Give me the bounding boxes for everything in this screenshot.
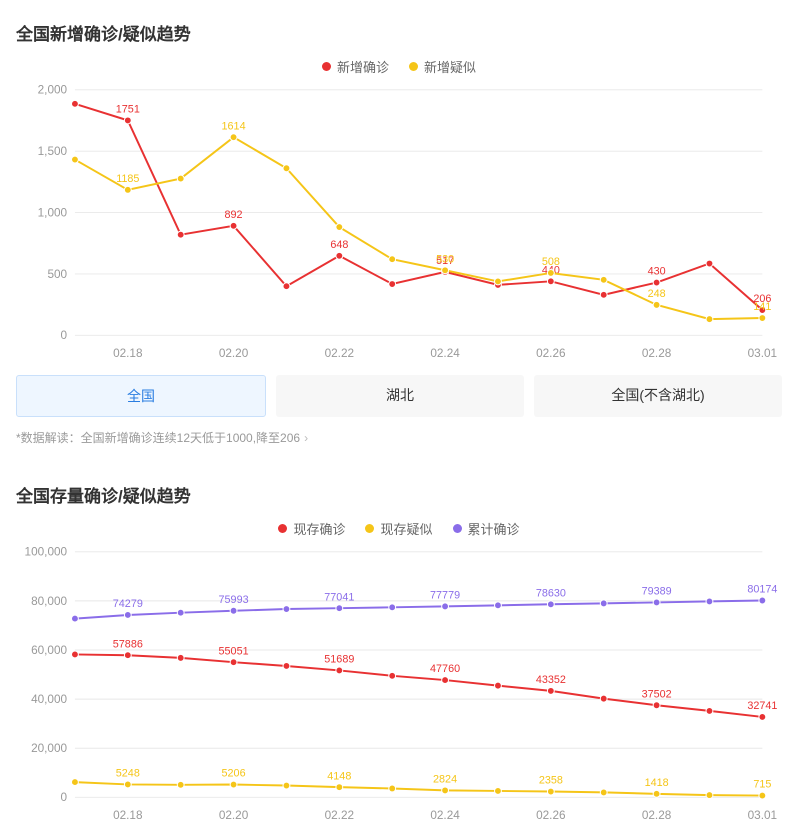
svg-text:2824: 2824 — [433, 773, 457, 785]
svg-text:1,500: 1,500 — [38, 145, 68, 158]
svg-text:74279: 74279 — [113, 598, 143, 610]
svg-text:2358: 2358 — [539, 774, 563, 786]
chart1-section: 全国新增确诊/疑似趋势 新增确诊 新增疑似 0 500 1,000 1,500 2,000… — [16, 20, 782, 446]
svg-text:5248: 5248 — [116, 767, 140, 779]
chart1-note-text: *数据解读：全国新增确诊连续12天低于1000,降至206 — [16, 431, 300, 445]
svg-text:0: 0 — [61, 791, 68, 804]
tab-2[interactable]: 全国(不含湖北) — [534, 375, 782, 417]
svg-text:51689: 51689 — [324, 653, 354, 665]
svg-text:892: 892 — [225, 209, 243, 221]
svg-text:248: 248 — [648, 288, 666, 300]
svg-text:648: 648 — [330, 239, 348, 251]
legend-dot-icon — [365, 524, 374, 533]
svg-text:02.24: 02.24 — [430, 809, 460, 822]
svg-text:02.28: 02.28 — [642, 347, 672, 360]
svg-text:1185: 1185 — [116, 173, 139, 185]
chart2-title: 全国存量确诊/疑似趋势 — [16, 482, 782, 507]
svg-text:530: 530 — [436, 253, 454, 265]
svg-text:02.20: 02.20 — [219, 809, 249, 822]
svg-text:02.18: 02.18 — [113, 347, 143, 360]
svg-text:03.01: 03.01 — [748, 809, 777, 822]
chart1-legend: 新增确诊 新增疑似 — [16, 57, 782, 76]
svg-text:1751: 1751 — [116, 104, 140, 116]
legend-label: 累计确诊 — [468, 519, 520, 538]
chart2-legend: 现存确诊 现存疑似 累计确诊 — [16, 519, 782, 538]
chart2-svg: 0 20,000 40,000 60,000 80,000 100,000 02.18 02.… — [16, 542, 782, 827]
svg-text:4148: 4148 — [327, 770, 351, 782]
svg-text:77041: 77041 — [324, 591, 354, 603]
legend-label: 新增疑似 — [424, 57, 476, 76]
chart1-title: 全国新增确诊/疑似趋势 — [16, 20, 782, 45]
svg-text:141: 141 — [753, 301, 771, 313]
svg-text:43352: 43352 — [536, 674, 566, 686]
legend-label: 新增确诊 — [337, 57, 389, 76]
svg-text:0: 0 — [61, 329, 68, 342]
svg-text:78630: 78630 — [536, 587, 566, 599]
legend-item: 现存疑似 — [365, 519, 432, 538]
legend-label: 现存疑似 — [380, 519, 432, 538]
chart1-note[interactable]: *数据解读：全国新增确诊连续12天低于1000,降至206 › — [16, 429, 782, 446]
legend-item: 新增确诊 — [322, 57, 389, 76]
svg-text:508: 508 — [542, 256, 560, 268]
tab-1[interactable]: 湖北 — [276, 375, 524, 417]
svg-text:02.18: 02.18 — [113, 809, 143, 822]
legend-item: 新增疑似 — [409, 57, 476, 76]
svg-text:1418: 1418 — [645, 777, 669, 789]
svg-text:80,000: 80,000 — [31, 595, 67, 608]
svg-text:32741: 32741 — [747, 700, 777, 712]
svg-text:37502: 37502 — [642, 688, 672, 700]
legend-item: 现存确诊 — [278, 519, 345, 538]
svg-text:60,000: 60,000 — [31, 644, 67, 657]
legend-label: 现存确诊 — [293, 519, 345, 538]
svg-text:80174: 80174 — [747, 583, 777, 595]
svg-text:20,000: 20,000 — [31, 742, 67, 755]
svg-text:430: 430 — [648, 266, 666, 278]
svg-text:1,000: 1,000 — [38, 206, 68, 219]
legend-dot-icon — [409, 62, 418, 71]
svg-text:2,000: 2,000 — [38, 84, 68, 97]
svg-text:57886: 57886 — [113, 638, 143, 650]
chart1-svg: 0 500 1,000 1,500 2,000 02.18 02.20 02.22 02.24 0… — [16, 80, 782, 365]
tab-0[interactable]: 全国 — [16, 375, 266, 417]
legend-item: 累计确诊 — [453, 519, 520, 538]
svg-text:02.22: 02.22 — [325, 347, 354, 360]
chart2-section: 全国存量确诊/疑似趋势 现存确诊 现存疑似 累计确诊 0 20,000 40,000 60… — [16, 482, 782, 827]
svg-text:75993: 75993 — [219, 594, 249, 606]
svg-text:100,000: 100,000 — [25, 546, 68, 559]
svg-text:02.26: 02.26 — [536, 347, 566, 360]
svg-text:02.22: 02.22 — [325, 809, 354, 822]
svg-text:02.24: 02.24 — [430, 347, 460, 360]
legend-dot-icon — [278, 524, 287, 533]
svg-text:79389: 79389 — [642, 585, 672, 597]
svg-text:02.28: 02.28 — [642, 809, 672, 822]
legend-dot-icon — [322, 62, 331, 71]
svg-text:5206: 5206 — [222, 767, 246, 779]
svg-text:77779: 77779 — [430, 589, 460, 601]
svg-text:02.26: 02.26 — [536, 809, 566, 822]
svg-text:40,000: 40,000 — [31, 693, 67, 706]
chevron-right-icon: › — [304, 431, 308, 445]
svg-text:55051: 55051 — [219, 645, 249, 657]
legend-dot-icon — [453, 524, 462, 533]
svg-text:1614: 1614 — [222, 120, 246, 132]
chart1-tabs: 全国湖北全国(不含湖北) — [16, 375, 782, 417]
svg-text:03.01: 03.01 — [748, 347, 777, 360]
svg-text:02.20: 02.20 — [219, 347, 249, 360]
chart1-canvas: 0 500 1,000 1,500 2,000 02.18 02.20 02.22 02.24 0… — [16, 80, 782, 365]
svg-text:47760: 47760 — [430, 663, 460, 675]
svg-text:715: 715 — [753, 778, 771, 790]
svg-text:500: 500 — [47, 268, 67, 281]
chart2-canvas: 0 20,000 40,000 60,000 80,000 100,000 02.18 02.… — [16, 542, 782, 827]
